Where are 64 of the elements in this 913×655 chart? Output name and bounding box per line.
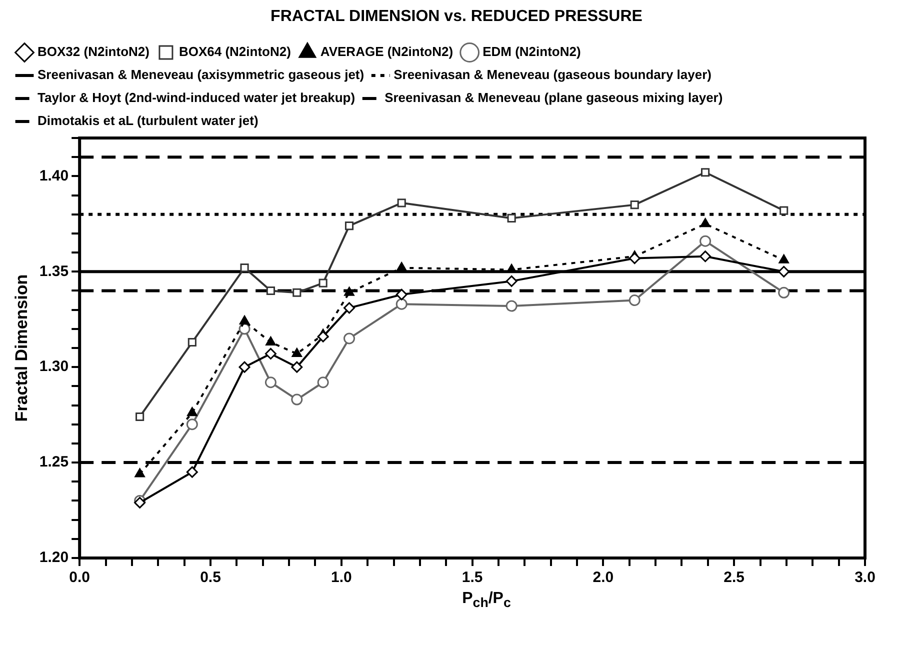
point <box>630 200 639 210</box>
point <box>266 286 275 296</box>
point <box>700 250 712 262</box>
y-tick-label: 1.25 <box>39 454 69 471</box>
point <box>344 286 354 296</box>
y-tick-label: 1.35 <box>39 262 69 280</box>
point <box>186 466 198 478</box>
x-tick-label: 3.0 <box>854 569 876 586</box>
point <box>506 275 518 287</box>
legend-label: EDM (N2intoN2) <box>482 44 581 60</box>
x-tick-label: 0.5 <box>200 569 221 586</box>
point <box>344 222 354 230</box>
point <box>344 302 355 314</box>
legend-label: Taylor & Hoyt (2nd-wind-induced water jet breakup) <box>38 90 356 106</box>
legend-label: Dimotakis et aL (turbulent water jet) <box>38 113 258 128</box>
point <box>778 266 790 278</box>
point <box>700 218 710 228</box>
point <box>628 294 640 306</box>
point <box>778 254 789 264</box>
point <box>264 376 276 388</box>
point <box>292 348 302 357</box>
point <box>136 412 144 422</box>
legend-label: BOX64 (N2intoN2) <box>178 44 291 60</box>
point <box>507 214 516 222</box>
x-tick-label: 2.0 <box>592 569 614 586</box>
legend-label: BOX32 (N2intoN2) <box>38 44 150 60</box>
point <box>291 394 303 406</box>
x-tick-label: 2.5 <box>724 569 745 586</box>
point <box>344 332 355 344</box>
point <box>238 361 250 373</box>
y-axis-title: Fractal Dimension <box>12 274 31 422</box>
point <box>778 286 790 298</box>
point <box>239 316 250 325</box>
point <box>396 298 408 310</box>
point <box>264 348 276 360</box>
point <box>396 288 408 300</box>
point <box>397 198 406 208</box>
x-tick-label: 1.5 <box>462 569 483 586</box>
legend-label: Sreenivasan & Meneveau (plane gaseous mixing layer) <box>384 90 723 106</box>
point <box>318 278 328 288</box>
point <box>396 262 407 272</box>
y-tick-label: 1.20 <box>39 549 69 566</box>
point <box>701 168 710 177</box>
point <box>291 361 303 373</box>
point <box>240 264 249 272</box>
point <box>506 300 518 312</box>
y-tick-label: 1.40 <box>39 167 69 184</box>
chart-title: FRACTAL DIMENSION vs. REDUCED PRESSURE <box>270 8 644 26</box>
point <box>700 235 712 247</box>
point <box>317 376 329 388</box>
point <box>134 468 145 478</box>
legend-label: AVERAGE (N2intoN2) <box>320 44 454 60</box>
point <box>266 336 276 346</box>
point <box>188 338 196 347</box>
legend-label: Sreenivasan & Meneveau (axisymmetric gaseous jet) <box>38 67 364 82</box>
point <box>292 288 302 297</box>
x-axis-title: P$_{ch}$/P$_{c}$ <box>461 590 512 610</box>
point <box>187 407 198 416</box>
point <box>780 206 788 215</box>
x-tick-label: 0.0 <box>69 569 90 586</box>
point <box>186 418 198 430</box>
legend-label: Sreenivasan & Meneveau (gaseous boundary layer) <box>394 67 712 82</box>
x-tick-label: 1.0 <box>330 569 352 586</box>
y-tick-label: 1.30 <box>39 358 69 376</box>
